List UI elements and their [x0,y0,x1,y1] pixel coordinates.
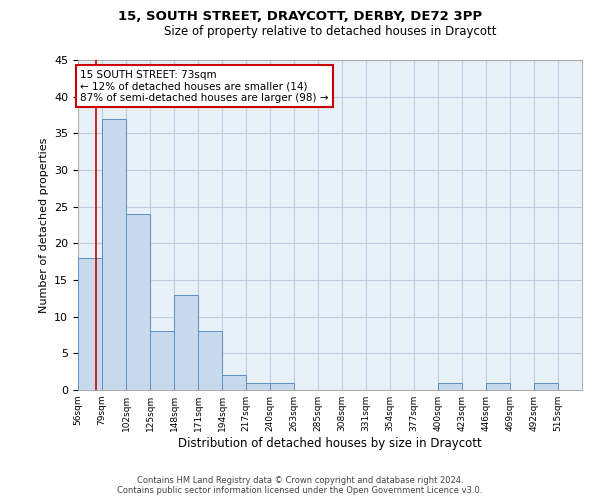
Bar [126,214,150,390]
Bar [222,376,246,390]
Text: 15 SOUTH STREET: 73sqm
← 12% of detached houses are smaller (14)
87% of semi-det: 15 SOUTH STREET: 73sqm ← 12% of detached… [80,70,329,102]
Bar [270,382,294,390]
X-axis label: Distribution of detached houses by size in Draycott: Distribution of detached houses by size … [178,437,482,450]
Text: 15, SOUTH STREET, DRAYCOTT, DERBY, DE72 3PP: 15, SOUTH STREET, DRAYCOTT, DERBY, DE72 … [118,10,482,23]
Y-axis label: Number of detached properties: Number of detached properties [38,138,49,312]
Bar [534,382,558,390]
Bar [78,258,102,390]
Bar [438,382,462,390]
Bar [486,382,510,390]
Text: Contains HM Land Registry data © Crown copyright and database right 2024.
Contai: Contains HM Land Registry data © Crown c… [118,476,482,495]
Bar [150,332,174,390]
Bar [198,332,222,390]
Bar [246,382,270,390]
Bar [174,294,198,390]
Title: Size of property relative to detached houses in Draycott: Size of property relative to detached ho… [164,25,496,38]
Bar [102,118,126,390]
